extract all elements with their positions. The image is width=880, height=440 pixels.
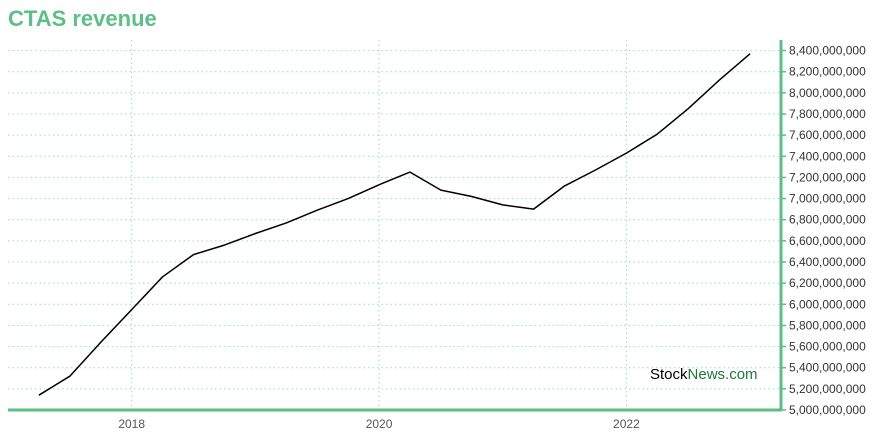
y-tick-label: 8,000,000,000	[789, 86, 866, 100]
y-tick-label: 5,800,000,000	[789, 318, 866, 332]
y-tick-label: 8,200,000,000	[789, 65, 866, 79]
y-tick-label: 6,000,000,000	[789, 297, 866, 311]
y-tick-label: 8,400,000,000	[789, 44, 866, 58]
y-axis: 5,000,000,000 5,200,000,000 5,400,000,000 5…	[779, 40, 866, 417]
y-tick-label: 5,000,000,000	[789, 403, 866, 417]
x-tick-label: 2022	[613, 417, 640, 431]
y-tick-label: 6,200,000,000	[789, 276, 866, 290]
y-tick-label: 6,400,000,000	[789, 255, 866, 269]
watermark: StockNews.com	[650, 366, 758, 383]
y-tick-label: 7,400,000,000	[789, 149, 866, 163]
y-tick-label: 5,200,000,000	[789, 382, 866, 396]
watermark-stock: Stock	[650, 366, 688, 383]
watermark-news: News	[688, 366, 726, 383]
y-tick-label: 7,200,000,000	[789, 170, 866, 184]
watermark-com: .com	[725, 366, 758, 383]
y-tick-label: 5,400,000,000	[789, 361, 866, 375]
y-tick-label: 5,600,000,000	[789, 340, 866, 354]
y-tick-label: 7,000,000,000	[789, 192, 866, 206]
x-axis: 2018 2020 2022	[8, 408, 782, 431]
y-tick-label: 6,600,000,000	[789, 234, 866, 248]
chart-title: CTAS revenue	[8, 6, 157, 31]
x-tick-label: 2018	[118, 417, 145, 431]
y-tick-label: 6,800,000,000	[789, 213, 866, 227]
series-layer	[38, 53, 751, 396]
y-tick-label: 7,600,000,000	[789, 128, 866, 142]
x-tick-label: 2020	[366, 417, 393, 431]
y-tick-label: 7,800,000,000	[789, 107, 866, 121]
plot-background	[8, 40, 781, 410]
revenue-series-line	[38, 53, 751, 396]
